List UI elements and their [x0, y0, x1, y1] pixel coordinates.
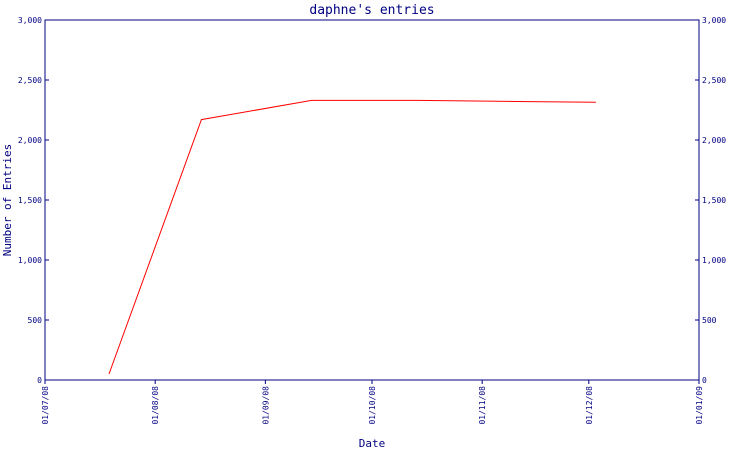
x-axis-label: Date: [359, 437, 386, 450]
y-tick-label-left: 2,000: [18, 136, 42, 145]
x-tick-label: 01/12/08: [585, 386, 594, 425]
x-axis-ticks: 01/07/08 01/08/08 01/09/08 01/10/08 01/11/08…: [41, 380, 704, 425]
y-tick-label-right: 3,000: [702, 16, 726, 25]
plot-frame: [44, 19, 700, 381]
y-tick-label-right: 0: [702, 376, 707, 385]
y-tick-label-right: 500: [702, 316, 717, 325]
x-tick-label: 01/10/08: [368, 386, 377, 425]
y-axis-label: Number of Entries: [1, 144, 14, 257]
y-tick-label-right: 2,000: [702, 136, 726, 145]
y-tick-label-left: 0: [37, 376, 42, 385]
y-axis-ticks: 0 0 500 500 1,000 1,000 1,500 1,500 2,000 2,000 2,…: [18, 16, 726, 385]
x-tick-label: 01/09/08: [261, 386, 270, 425]
y-tick-label-left: 500: [28, 316, 43, 325]
series-layer: [108, 99, 596, 375]
x-tick-label: 01/07/08: [41, 386, 50, 425]
chart-title: daphne's entries: [309, 3, 434, 18]
x-tick-label: 01/11/08: [478, 386, 487, 425]
y-tick-label-left: 1,000: [18, 256, 42, 265]
y-tick-label-left: 1,500: [18, 196, 42, 205]
y-tick-label-right: 2,500: [702, 76, 726, 85]
series-line: [108, 99, 596, 375]
y-tick-label-right: 1,500: [702, 196, 726, 205]
x-tick-label: 01/01/09: [695, 386, 704, 425]
x-tick-label: 01/08/08: [151, 386, 160, 425]
y-tick-label-right: 1,000: [702, 256, 726, 265]
y-tick-label-left: 3,000: [18, 16, 42, 25]
y-tick-label-left: 2,500: [18, 76, 42, 85]
